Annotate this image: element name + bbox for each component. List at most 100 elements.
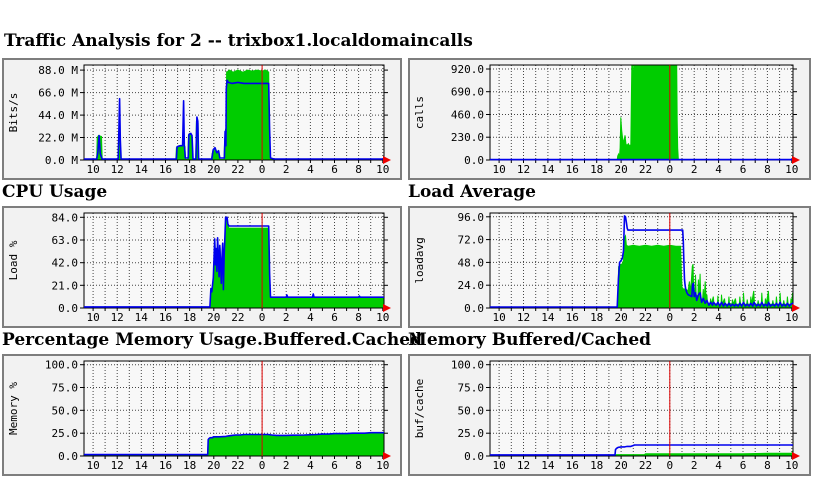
svg-text:20: 20 [614, 311, 627, 324]
svg-text:10: 10 [376, 163, 389, 176]
graph-row-1: 0.0 M 22.0 M 44.0 M 66.0 M 88.0 M 10 12 14 16 18 2… [2, 58, 813, 180]
svg-text:buf/cache: buf/cache [413, 379, 426, 439]
svg-text:0.0: 0.0 [464, 302, 484, 315]
graph-row-2: 0.0 21.0 42.0 63.0 84.0 10 12 14 16 18 20 22 0 2 4 6 8 10… [2, 206, 813, 328]
svg-text:10: 10 [86, 163, 99, 176]
svg-text:14: 14 [541, 163, 555, 176]
svg-text:2: 2 [283, 163, 290, 176]
svg-text:24.0: 24.0 [458, 279, 485, 292]
svg-text:0.0 M: 0.0 M [45, 154, 78, 167]
svg-text:230.0: 230.0 [451, 131, 484, 144]
svg-text:0.0: 0.0 [464, 154, 484, 167]
svg-text:20: 20 [207, 163, 220, 176]
svg-text:460.0: 460.0 [451, 109, 484, 122]
svg-text:50.0: 50.0 [52, 404, 79, 417]
graph-panel-memory[interactable]: 0.0 25.0 50.0 75.0 100.0 10 12 14 16 18 20 22 0 2 4 6 8 1… [2, 354, 402, 476]
svg-text:0.0: 0.0 [58, 450, 78, 463]
cpu-graph-image[interactable]: 0.0 21.0 42.0 63.0 84.0 10 12 14 16 18 20 22 0 2 4 6 8 10… [4, 208, 400, 326]
svg-text:920.0: 920.0 [451, 63, 484, 76]
svg-text:16: 16 [566, 163, 579, 176]
svg-text:0: 0 [259, 163, 266, 176]
graph-panel-calls[interactable]: 0.0 230.0 460.0 690.0 920.0 10 12 14 16 18 20 22 0 2 4… [408, 58, 811, 180]
svg-text:12: 12 [517, 459, 530, 472]
svg-text:75.0: 75.0 [52, 382, 79, 395]
graph-row-3: 0.0 25.0 50.0 75.0 100.0 10 12 14 16 18 20 22 0 2 4 6 8 1… [2, 354, 813, 476]
svg-text:12: 12 [111, 459, 124, 472]
svg-text:12: 12 [111, 311, 124, 324]
svg-text:100.0: 100.0 [45, 359, 78, 372]
graph-panel-loadavg[interactable]: 0.0 24.0 48.0 72.0 96.0 10 12 14 16 18 20 22 0 2 4 6 8 10… [408, 206, 811, 328]
svg-text:72.0: 72.0 [458, 234, 485, 247]
svg-text:100.0: 100.0 [451, 359, 484, 372]
svg-text:20: 20 [207, 459, 220, 472]
svg-text:0: 0 [666, 459, 673, 472]
now-arrow-icon [383, 452, 391, 460]
svg-text:25.0: 25.0 [458, 427, 485, 440]
svg-text:14: 14 [541, 459, 555, 472]
svg-text:4: 4 [307, 311, 314, 324]
loadavg-graph-image[interactable]: 0.0 24.0 48.0 72.0 96.0 10 12 14 16 18 20 22 0 2 4 6 8 10… [410, 208, 809, 326]
svg-text:48.0: 48.0 [458, 256, 485, 269]
svg-text:66.0 M: 66.0 M [38, 87, 78, 100]
svg-text:4: 4 [715, 163, 722, 176]
svg-text:14: 14 [135, 311, 149, 324]
svg-text:4: 4 [715, 459, 722, 472]
svg-text:0: 0 [666, 311, 673, 324]
svg-text:10: 10 [376, 459, 389, 472]
graph-panel-buffered[interactable]: 0.0 25.0 50.0 75.0 100.0 10 12 14 16 18 20 22 0 2 4 6 8 1… [408, 354, 811, 476]
graph-title-buffered: Memory Buffered/Cached [408, 330, 652, 350]
svg-text:14: 14 [135, 459, 149, 472]
graph-panel-traffic[interactable]: 0.0 M 22.0 M 44.0 M 66.0 M 88.0 M 10 12 14 16 18 2… [2, 58, 402, 180]
svg-text:10: 10 [492, 163, 505, 176]
svg-text:63.0: 63.0 [52, 234, 79, 247]
svg-text:75.0: 75.0 [458, 382, 485, 395]
svg-text:18: 18 [183, 163, 196, 176]
svg-text:14: 14 [135, 163, 149, 176]
svg-text:84.0: 84.0 [52, 211, 79, 224]
svg-text:12: 12 [111, 163, 124, 176]
now-arrow-icon [792, 156, 800, 164]
svg-text:18: 18 [590, 163, 603, 176]
svg-text:96.0: 96.0 [458, 211, 485, 224]
svg-text:0.0: 0.0 [58, 302, 78, 315]
svg-text:16: 16 [566, 459, 579, 472]
svg-text:8: 8 [764, 311, 771, 324]
svg-text:Load %: Load % [7, 240, 20, 280]
graph-title-cpu: CPU Usage [2, 182, 108, 202]
graph-titles-row-2: CPU Usage Load Average [2, 182, 813, 203]
svg-text:21.0: 21.0 [52, 279, 79, 292]
buf-graph-image[interactable]: 0.0 25.0 50.0 75.0 100.0 10 12 14 16 18 20 22 0 2 4 6 8 1… [410, 356, 809, 474]
svg-text:2: 2 [283, 459, 290, 472]
now-arrow-icon [792, 452, 800, 460]
mem-graph-image[interactable]: 0.0 25.0 50.0 75.0 100.0 10 12 14 16 18 20 22 0 2 4 6 8 1… [4, 356, 400, 474]
svg-text:10: 10 [785, 163, 798, 176]
svg-text:44.0 M: 44.0 M [38, 109, 78, 122]
svg-text:18: 18 [183, 311, 196, 324]
now-arrow-icon [383, 156, 391, 164]
svg-text:18: 18 [590, 311, 603, 324]
svg-text:Bits/s: Bits/s [7, 93, 20, 133]
svg-text:6: 6 [740, 311, 747, 324]
svg-text:16: 16 [159, 163, 172, 176]
graph-titles-row-3: Percentage Memory Usage.Buffered.Cached … [2, 330, 813, 351]
svg-text:22.0 M: 22.0 M [38, 132, 78, 145]
svg-text:16: 16 [159, 459, 172, 472]
svg-text:2: 2 [283, 311, 290, 324]
svg-text:10: 10 [492, 459, 505, 472]
svg-text:6: 6 [740, 459, 747, 472]
calls-graph-image[interactable]: 0.0 230.0 460.0 690.0 920.0 10 12 14 16 18 20 22 0 2 4… [410, 60, 809, 178]
svg-text:0.0: 0.0 [464, 450, 484, 463]
svg-text:20: 20 [614, 459, 627, 472]
svg-text:4: 4 [715, 311, 722, 324]
traffic-graph-image[interactable]: 0.0 M 22.0 M 44.0 M 66.0 M 88.0 M 10 12 14 16 18 2… [4, 60, 400, 178]
now-arrow-icon [792, 304, 800, 312]
svg-text:2: 2 [691, 311, 698, 324]
svg-text:690.0: 690.0 [451, 86, 484, 99]
svg-text:4: 4 [307, 459, 314, 472]
svg-text:0: 0 [259, 311, 266, 324]
svg-text:10: 10 [492, 311, 505, 324]
svg-text:6: 6 [331, 163, 338, 176]
svg-text:12: 12 [517, 163, 530, 176]
graph-panel-cpu[interactable]: 0.0 21.0 42.0 63.0 84.0 10 12 14 16 18 20 22 0 2 4 6 8 10… [2, 206, 402, 328]
